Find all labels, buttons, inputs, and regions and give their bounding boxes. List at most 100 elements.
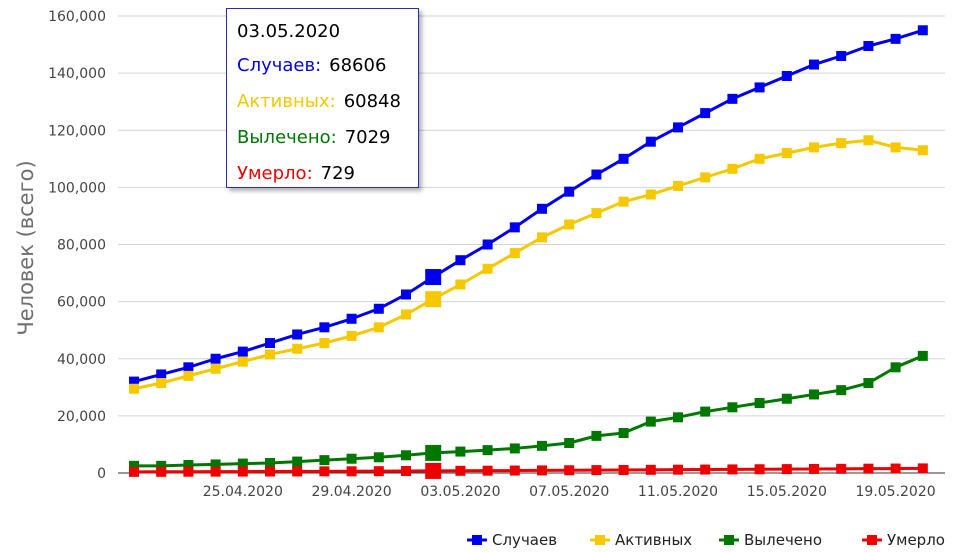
data-point[interactable] (537, 203, 547, 214)
data-point[interactable] (727, 402, 738, 413)
data-point[interactable] (455, 446, 466, 457)
data-point[interactable] (455, 279, 466, 290)
data-point[interactable] (373, 466, 384, 477)
data-point[interactable] (183, 362, 194, 373)
data-point[interactable] (210, 363, 221, 374)
data-point[interactable] (700, 172, 711, 183)
data-point[interactable] (425, 291, 442, 308)
data-point[interactable] (156, 460, 167, 471)
data-point[interactable] (455, 255, 466, 266)
data-point[interactable] (673, 412, 683, 423)
data-point[interactable] (509, 443, 520, 454)
data-point[interactable] (836, 463, 847, 474)
data-point[interactable] (754, 464, 765, 475)
data-point[interactable] (509, 222, 520, 233)
data-point[interactable] (401, 309, 411, 320)
data-point[interactable] (210, 466, 221, 477)
data-point[interactable] (292, 343, 303, 354)
data-point[interactable] (183, 466, 194, 477)
data-point[interactable] (156, 378, 167, 389)
data-point[interactable] (890, 362, 901, 373)
data-point[interactable] (618, 428, 629, 439)
data-point[interactable] (700, 108, 711, 119)
data-point[interactable] (645, 416, 656, 427)
data-point[interactable] (917, 463, 928, 474)
data-point[interactable] (836, 385, 847, 396)
data-point[interactable] (836, 138, 847, 149)
data-point[interactable] (591, 430, 602, 441)
data-point[interactable] (265, 458, 275, 469)
data-point[interactable] (237, 466, 248, 477)
data-point[interactable] (373, 452, 384, 463)
data-point[interactable] (237, 346, 248, 357)
data-point[interactable] (129, 376, 139, 387)
data-point[interactable] (292, 329, 303, 340)
legend-item-label[interactable]: Активных (615, 531, 692, 549)
data-point[interactable] (564, 219, 575, 230)
data-point[interactable] (319, 322, 330, 333)
data-point[interactable] (754, 398, 765, 409)
data-point[interactable] (673, 180, 683, 191)
data-point[interactable] (618, 196, 629, 207)
legend-item-label[interactable]: Умерло (887, 531, 945, 549)
data-point[interactable] (183, 370, 194, 381)
data-point[interactable] (319, 466, 330, 477)
data-point[interactable] (890, 142, 901, 153)
data-point[interactable] (591, 465, 602, 476)
data-point[interactable] (754, 82, 765, 93)
data-point[interactable] (210, 353, 221, 364)
data-point[interactable] (645, 464, 656, 475)
data-point[interactable] (754, 153, 765, 164)
data-point[interactable] (482, 263, 493, 274)
data-point[interactable] (564, 465, 575, 476)
data-point[interactable] (673, 122, 683, 133)
data-point[interactable] (836, 50, 847, 61)
data-point[interactable] (618, 464, 629, 475)
data-point[interactable] (265, 466, 275, 477)
data-point[interactable] (425, 269, 442, 286)
data-point[interactable] (482, 465, 493, 476)
data-point[interactable] (809, 59, 819, 70)
data-point[interactable] (564, 186, 575, 197)
data-point[interactable] (809, 389, 819, 400)
data-point[interactable] (237, 458, 248, 469)
data-point[interactable] (537, 440, 547, 451)
data-point[interactable] (156, 466, 167, 477)
data-point[interactable] (618, 153, 629, 164)
data-point[interactable] (727, 93, 738, 104)
data-point[interactable] (401, 450, 411, 461)
data-point[interactable] (129, 460, 139, 471)
data-point[interactable] (210, 459, 221, 470)
data-point[interactable] (727, 464, 738, 475)
data-point[interactable] (890, 463, 901, 474)
data-point[interactable] (237, 356, 248, 367)
data-point[interactable] (781, 464, 792, 475)
data-point[interactable] (455, 465, 466, 476)
data-point[interactable] (645, 189, 656, 200)
data-point[interactable] (265, 349, 275, 360)
data-point[interactable] (346, 313, 357, 324)
data-point[interactable] (401, 466, 411, 477)
data-point[interactable] (346, 330, 357, 341)
data-point[interactable] (401, 289, 411, 300)
data-point[interactable] (373, 322, 384, 333)
data-point[interactable] (292, 466, 303, 477)
data-point[interactable] (863, 463, 874, 474)
data-point[interactable] (319, 455, 330, 466)
data-point[interactable] (564, 438, 575, 449)
data-point[interactable] (425, 444, 442, 461)
data-point[interactable] (425, 462, 442, 479)
data-point[interactable] (346, 453, 357, 464)
data-point[interactable] (863, 135, 874, 146)
data-point[interactable] (700, 464, 711, 475)
data-point[interactable] (509, 465, 520, 476)
data-point[interactable] (863, 378, 874, 389)
data-point[interactable] (809, 142, 819, 153)
data-point[interactable] (917, 350, 928, 361)
data-point[interactable] (537, 232, 547, 243)
data-point[interactable] (917, 145, 928, 156)
data-point[interactable] (156, 369, 167, 380)
data-point[interactable] (591, 169, 602, 180)
data-point[interactable] (727, 163, 738, 174)
data-point[interactable] (917, 25, 928, 36)
